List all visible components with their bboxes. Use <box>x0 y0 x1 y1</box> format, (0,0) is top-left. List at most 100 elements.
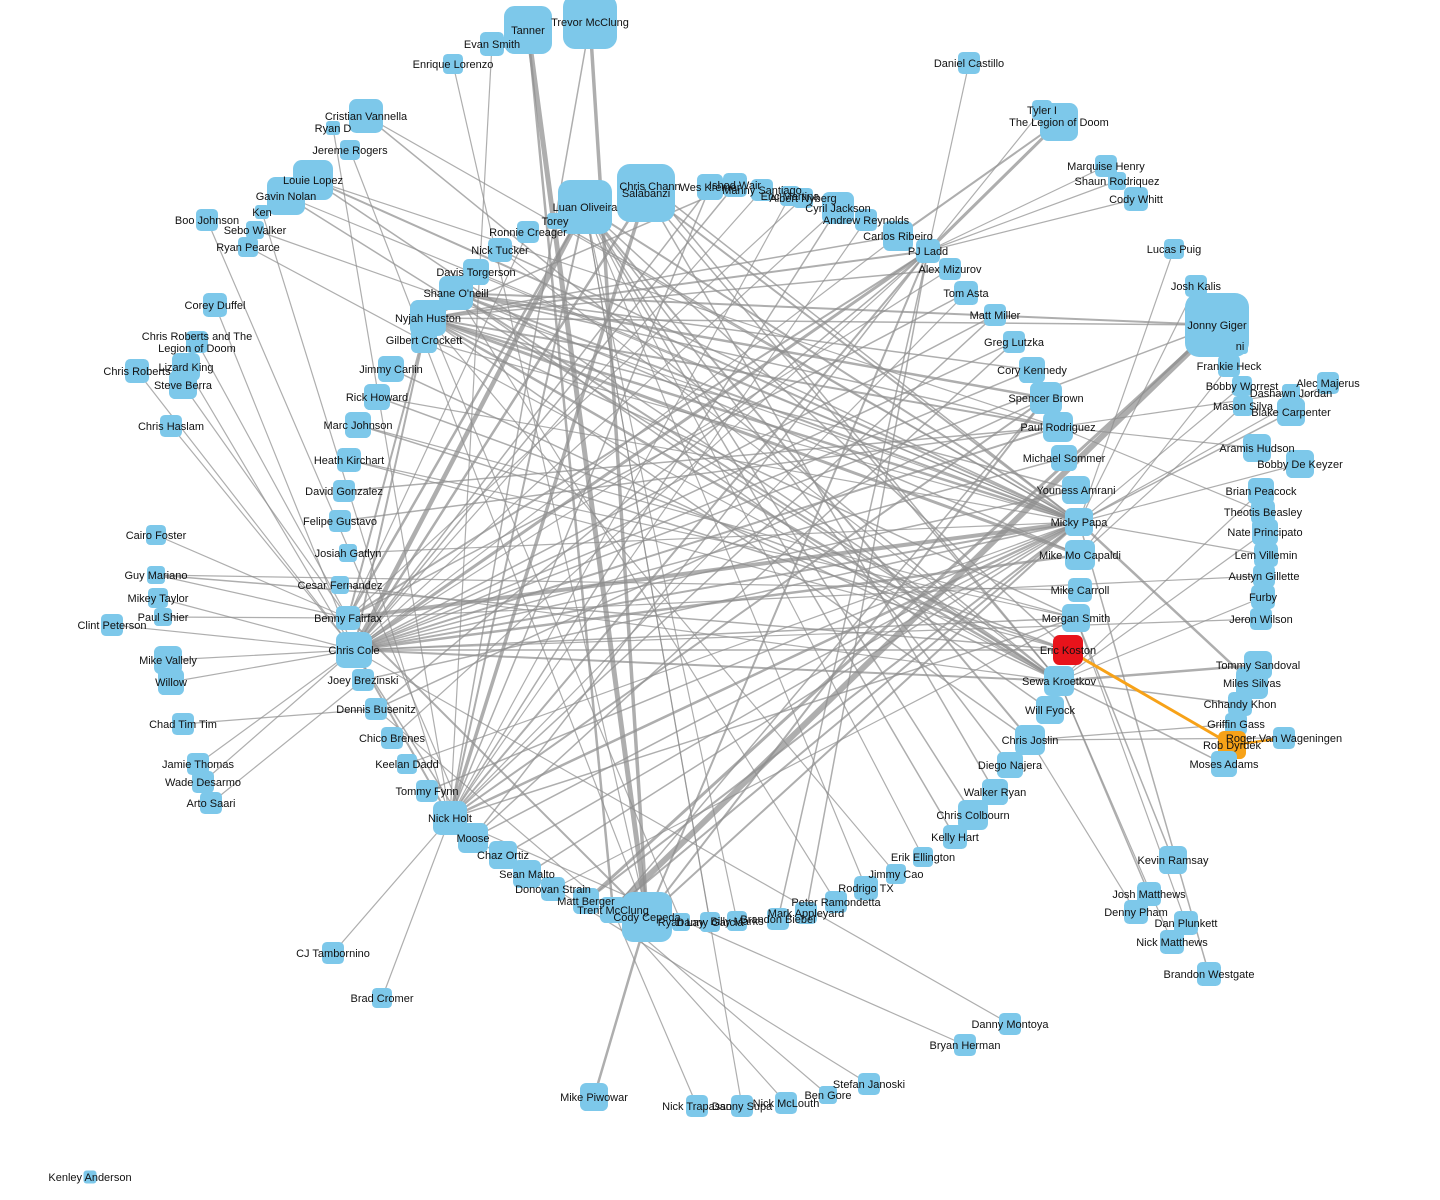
graph-node-mark-appleyard[interactable] <box>795 902 817 924</box>
graph-node-chris-colbourn[interactable] <box>958 800 988 830</box>
graph-node-shane-o-neill[interactable] <box>439 276 473 310</box>
graph-node-nick-trapasso[interactable] <box>686 1095 708 1117</box>
graph-node-tom-asta[interactable] <box>954 281 978 305</box>
graph-node-denny-pham[interactable] <box>1124 900 1148 924</box>
graph-node-danny-garcia[interactable] <box>700 912 720 932</box>
graph-node-gavin-nolan[interactable] <box>267 177 305 215</box>
graph-node-alex-mizurov[interactable] <box>939 258 961 280</box>
graph-node-sebo-walker[interactable] <box>246 221 264 239</box>
graph-node-joey-brezinski[interactable] <box>352 669 374 691</box>
graph-node-josh-matthews[interactable] <box>1137 882 1161 906</box>
graph-node-ryan-d[interactable] <box>326 121 340 135</box>
graph-node-lem-villemin[interactable] <box>1254 543 1278 567</box>
graph-node-wes-kremer[interactable] <box>697 174 723 200</box>
graph-node-nate-principato[interactable] <box>1252 519 1278 545</box>
graph-node-ishod-wair[interactable] <box>723 173 747 197</box>
graph-node-dashawn-jordan[interactable] <box>1282 384 1300 402</box>
graph-node-cody-whitt[interactable] <box>1124 187 1148 211</box>
graph-node-danny-montoya[interactable] <box>999 1013 1021 1035</box>
graph-node-youness-amrani[interactable] <box>1062 476 1090 504</box>
graph-node-micky-papa[interactable] <box>1065 508 1093 536</box>
graph-node-bobby-worrest[interactable] <box>1232 376 1252 396</box>
graph-node-willow[interactable] <box>158 669 184 695</box>
graph-node-billy-marks[interactable] <box>727 911 747 931</box>
graph-node-chris-roberts[interactable] <box>125 359 149 383</box>
graph-node-clint-peterson[interactable] <box>101 614 123 636</box>
graph-node-benny-fairfax[interactable] <box>336 606 360 630</box>
graph-node-jimmy-carlin[interactable] <box>378 356 404 382</box>
graph-node-chico-brenes[interactable] <box>381 727 403 749</box>
graph-node-ken[interactable] <box>255 205 269 219</box>
graph-node-peter-ramondetta[interactable] <box>825 891 847 913</box>
graph-node-arto-saari[interactable] <box>200 792 222 814</box>
graph-node-kenley-anderson[interactable] <box>83 1170 97 1184</box>
graph-node-walker-ryan[interactable] <box>982 779 1008 805</box>
graph-node-brandon-biebel[interactable] <box>767 908 789 930</box>
graph-node-blake-carpenter[interactable] <box>1277 398 1305 426</box>
graph-node-chris-joslin[interactable] <box>1015 725 1045 755</box>
graph-node-ronnie-creager[interactable] <box>517 221 539 243</box>
graph-node-will-fyock[interactable] <box>1036 696 1064 724</box>
graph-node-albert-nyberg[interactable] <box>793 188 813 208</box>
graph-node-greg-lutzka[interactable] <box>1003 331 1025 353</box>
graph-node-rodrigo-tx[interactable] <box>854 876 878 900</box>
graph-node-steve-berra[interactable] <box>169 371 197 399</box>
graph-node-spencer-brown[interactable] <box>1030 382 1062 414</box>
graph-node-luan-oliveira[interactable] <box>558 180 612 234</box>
graph-node-ryan-pearce[interactable] <box>238 237 258 257</box>
graph-node-carlos-ribeiro[interactable] <box>883 221 913 251</box>
graph-node-jamie-thomas[interactable] <box>187 753 209 775</box>
graph-node-theotis-beasley[interactable] <box>1251 500 1275 524</box>
graph-node-alec-majerus[interactable] <box>1317 372 1339 394</box>
graph-node-roger-van-wageningen[interactable] <box>1273 727 1295 749</box>
graph-node-davis-torgerson[interactable] <box>463 259 489 285</box>
graph-node-cristian-vannella[interactable] <box>349 99 383 133</box>
graph-node-pj-ladd[interactable] <box>916 239 940 263</box>
graph-node-guy-mariano[interactable] <box>147 566 165 584</box>
graph-node-the-legion-of-doom[interactable] <box>1040 103 1078 141</box>
graph-node-tanner[interactable] <box>504 6 552 54</box>
graph-node-tommy-fynn[interactable] <box>416 780 438 802</box>
graph-node-salabanzi[interactable] <box>617 164 675 222</box>
graph-node-jimmy-cao[interactable] <box>886 864 906 884</box>
graph-node-frankie-heck[interactable] <box>1218 355 1240 377</box>
graph-node-lucas-puig[interactable] <box>1164 239 1184 259</box>
graph-node-griffin-gass[interactable] <box>1225 713 1247 735</box>
graph-node-marquise-henry[interactable] <box>1095 155 1117 177</box>
graph-node-mike-mo-capaldi[interactable] <box>1065 540 1095 570</box>
graph-node-erik-ellington[interactable] <box>913 847 933 867</box>
graph-node-cj-tambornino[interactable] <box>322 942 344 964</box>
graph-node-ryan-lay[interactable] <box>672 913 690 931</box>
graph-node-cyril-jackson[interactable] <box>822 192 854 224</box>
graph-node-nick-matthews[interactable] <box>1160 930 1184 954</box>
graph-node-chhandy-khon[interactable] <box>1228 692 1252 716</box>
graph-node-ben-gore[interactable] <box>819 1086 837 1104</box>
graph-node-matt-berger[interactable] <box>573 888 599 914</box>
graph-node-chris-haslam[interactable] <box>160 415 182 437</box>
graph-node-josh-kalis[interactable] <box>1185 275 1207 297</box>
graph-node-morgan-smith[interactable] <box>1062 604 1090 632</box>
graph-node-chris-roberts-and-the-legion-of-doom[interactable] <box>186 331 208 353</box>
graph-node-dan-plunkett[interactable] <box>1174 911 1198 935</box>
graph-node-nick-holt[interactable] <box>433 801 467 835</box>
graph-node-mike-vallely[interactable] <box>154 646 182 674</box>
graph-node-miles-silvas[interactable] <box>1236 667 1268 699</box>
graph-node-diego-najera[interactable] <box>997 752 1023 778</box>
graph-node-cesar-fernandez[interactable] <box>331 576 349 594</box>
graph-node-heath-kirchart[interactable] <box>337 448 361 472</box>
graph-node-paul-rodriguez[interactable] <box>1043 412 1073 442</box>
graph-node-sewa-kroetkov[interactable] <box>1044 666 1074 696</box>
graph-node-kevin-ramsay[interactable] <box>1159 846 1187 874</box>
graph-node-bobby-de-keyzer[interactable] <box>1286 450 1314 478</box>
graph-node-keelan-dadd[interactable] <box>397 754 417 774</box>
graph-node-chaz-ortiz[interactable] <box>489 841 517 869</box>
graph-node-boo-johnson[interactable] <box>196 209 218 231</box>
graph-node-daniel-castillo[interactable] <box>958 52 980 74</box>
graph-node-manny-santiago[interactable] <box>751 179 773 201</box>
graph-node-jonny-giger[interactable] <box>1185 293 1249 357</box>
graph-node-paul-shier[interactable] <box>154 608 172 626</box>
graph-node-mike-carroll[interactable] <box>1068 578 1092 602</box>
graph-node-cody-cepeda[interactable] <box>622 892 672 942</box>
graph-node-chris-cole[interactable] <box>336 632 372 668</box>
graph-node-austyn-gillette[interactable] <box>1253 565 1275 587</box>
